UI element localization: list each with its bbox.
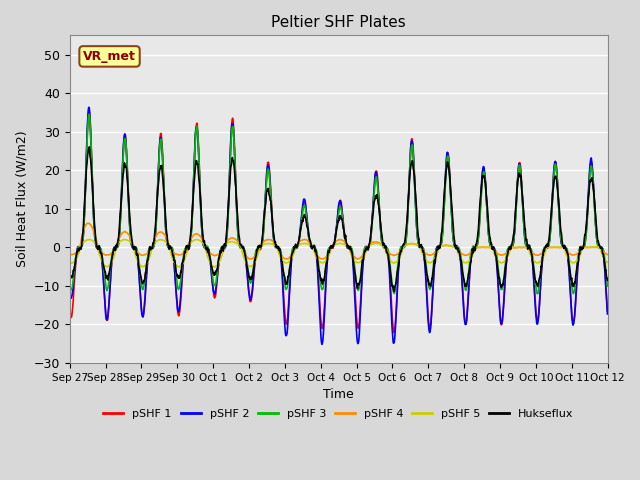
pSHF 2 bbox=[557, 232, 564, 238]
pSHF 1 bbox=[604, 308, 611, 314]
Line: pSHF 5: pSHF 5 bbox=[70, 240, 607, 267]
pSHF 5 bbox=[175, 264, 182, 270]
pSHF 4 bbox=[246, 256, 254, 262]
pSHF 5 bbox=[193, 237, 200, 242]
pSHF 2 bbox=[495, 298, 503, 304]
pSHF 1 bbox=[572, 304, 579, 310]
Title: Peltier SHF Plates: Peltier SHF Plates bbox=[271, 15, 406, 30]
Hukseflux bbox=[495, 276, 503, 281]
Hukseflux bbox=[216, 251, 224, 257]
Hukseflux bbox=[604, 277, 611, 283]
pSHF 5 bbox=[366, 242, 374, 248]
pSHF 1 bbox=[216, 252, 224, 257]
pSHF 5 bbox=[557, 244, 564, 250]
Hukseflux bbox=[390, 288, 398, 294]
X-axis label: Time: Time bbox=[323, 388, 354, 401]
pSHF 3 bbox=[572, 280, 579, 286]
Hukseflux bbox=[355, 281, 362, 287]
pSHF 1 bbox=[85, 106, 93, 112]
Hukseflux bbox=[86, 144, 93, 150]
Line: pSHF 4: pSHF 4 bbox=[70, 223, 607, 259]
pSHF 1 bbox=[557, 229, 564, 235]
pSHF 5 bbox=[355, 260, 362, 265]
pSHF 5 bbox=[604, 259, 611, 265]
pSHF 3 bbox=[495, 272, 502, 278]
pSHF 5 bbox=[495, 259, 503, 264]
pSHF 4 bbox=[604, 252, 611, 257]
pSHF 4 bbox=[572, 252, 579, 257]
pSHF 5 bbox=[572, 259, 579, 265]
pSHF 2 bbox=[366, 240, 374, 245]
pSHF 3 bbox=[534, 291, 541, 297]
pSHF 4 bbox=[216, 250, 224, 256]
Text: VR_met: VR_met bbox=[83, 50, 136, 63]
pSHF 3 bbox=[216, 249, 224, 255]
pSHF 2 bbox=[318, 341, 326, 347]
pSHF 2 bbox=[85, 105, 93, 110]
pSHF 2 bbox=[216, 250, 224, 256]
pSHF 4 bbox=[557, 245, 564, 251]
Line: pSHF 3: pSHF 3 bbox=[70, 114, 607, 294]
pSHF 1 bbox=[366, 241, 374, 247]
Hukseflux bbox=[366, 239, 374, 245]
Hukseflux bbox=[572, 278, 579, 284]
pSHF 3 bbox=[66, 282, 74, 288]
Line: pSHF 1: pSHF 1 bbox=[70, 109, 607, 333]
pSHF 2 bbox=[355, 340, 362, 346]
pSHF 4 bbox=[84, 220, 92, 226]
pSHF 3 bbox=[604, 283, 611, 289]
pSHF 5 bbox=[216, 258, 224, 264]
pSHF 3 bbox=[557, 230, 564, 236]
pSHF 1 bbox=[495, 298, 503, 303]
pSHF 2 bbox=[604, 311, 611, 317]
pSHF 3 bbox=[355, 287, 362, 293]
Hukseflux bbox=[557, 223, 564, 229]
pSHF 2 bbox=[66, 289, 74, 295]
Line: Hukseflux: Hukseflux bbox=[70, 147, 607, 291]
Y-axis label: Soil Heat Flux (W/m2): Soil Heat Flux (W/m2) bbox=[15, 131, 28, 267]
pSHF 5 bbox=[66, 260, 74, 265]
pSHF 3 bbox=[85, 111, 93, 117]
pSHF 4 bbox=[66, 252, 74, 258]
pSHF 4 bbox=[366, 241, 374, 247]
pSHF 1 bbox=[355, 325, 362, 331]
Line: pSHF 2: pSHF 2 bbox=[70, 108, 607, 344]
pSHF 3 bbox=[366, 242, 374, 248]
Hukseflux bbox=[66, 272, 74, 278]
pSHF 2 bbox=[572, 303, 579, 309]
pSHF 1 bbox=[390, 330, 397, 336]
pSHF 4 bbox=[495, 252, 503, 257]
pSHF 1 bbox=[66, 305, 74, 311]
Legend: pSHF 1, pSHF 2, pSHF 3, pSHF 4, pSHF 5, Hukseflux: pSHF 1, pSHF 2, pSHF 3, pSHF 4, pSHF 5, … bbox=[99, 404, 579, 423]
pSHF 4 bbox=[355, 256, 362, 262]
